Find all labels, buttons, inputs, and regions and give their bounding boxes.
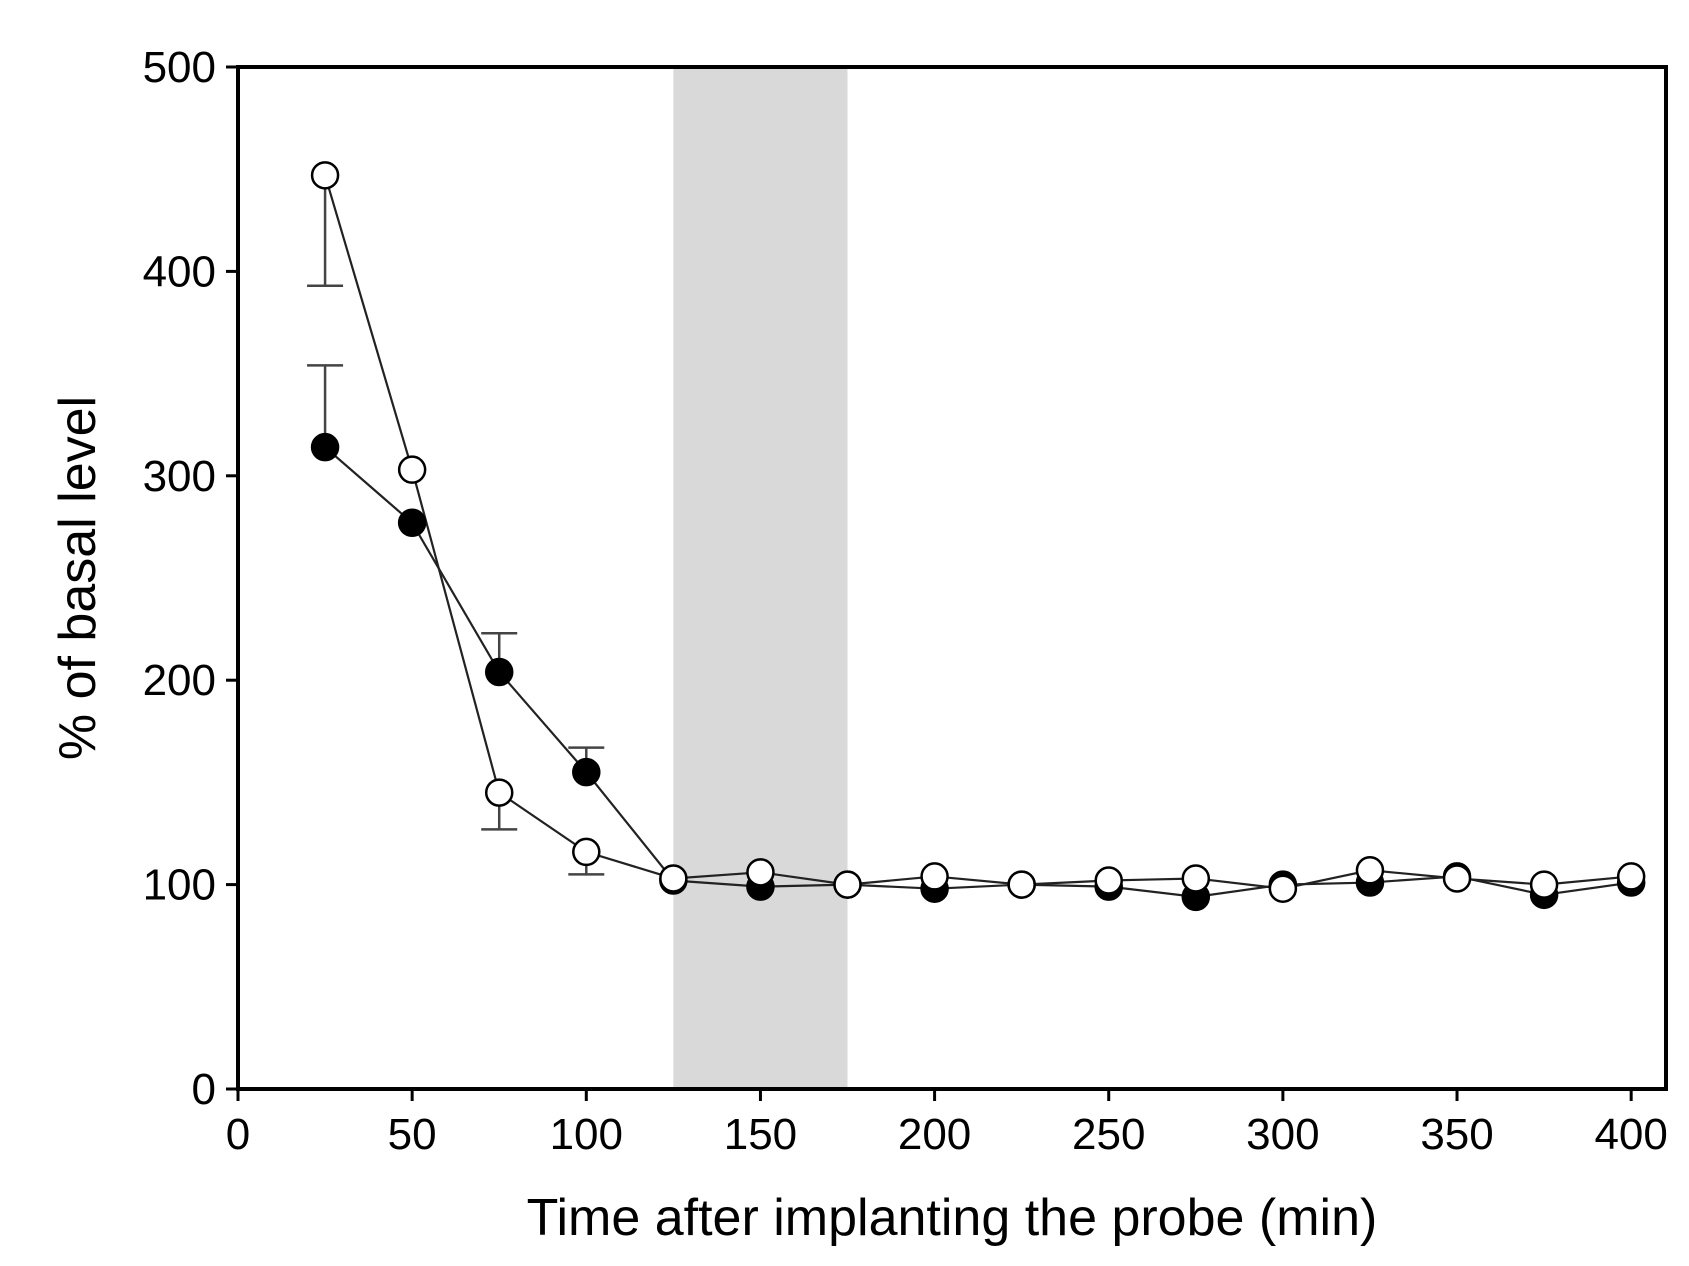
data-point-open xyxy=(1007,870,1036,899)
x-tick-label: 0 xyxy=(226,1110,250,1159)
data-point-open xyxy=(1442,864,1472,893)
series-lines-layer xyxy=(324,175,1632,898)
x-tick-label: 350 xyxy=(1420,1110,1493,1159)
x-tick-label: 400 xyxy=(1594,1110,1667,1159)
y-tick-label: 400 xyxy=(143,247,216,296)
data-point-open xyxy=(659,864,688,893)
x-tick-label: 250 xyxy=(1072,1110,1145,1159)
data-point-open xyxy=(1268,874,1298,903)
markers-layer xyxy=(310,161,1646,912)
x-tick-label: 200 xyxy=(898,1110,971,1159)
x-tick-label: 150 xyxy=(724,1110,797,1159)
data-point-filled xyxy=(397,508,427,538)
shaded-region-layer xyxy=(673,67,848,1089)
data-point-open xyxy=(1181,864,1211,893)
data-point-open xyxy=(1529,870,1559,899)
x-tick-label: 50 xyxy=(388,1110,437,1159)
data-point-open xyxy=(397,455,427,484)
series-line-open xyxy=(324,175,1632,890)
y-tick-label: 500 xyxy=(143,43,216,92)
series-line-filled xyxy=(324,446,1632,898)
data-point-open xyxy=(833,870,862,899)
data-point-open xyxy=(572,837,601,867)
data-point-open xyxy=(1094,866,1123,895)
data-point-filled xyxy=(310,432,340,462)
plot-frame xyxy=(236,65,1668,1091)
data-point-filled xyxy=(572,757,601,787)
ticks-layer: 0 50 100 150 200 250 300 350 400 0 100 200 300 400 500 xyxy=(143,43,1668,1159)
error-bars-layer xyxy=(307,175,605,876)
y-tick-label: 0 xyxy=(192,1065,216,1114)
y-tick-label: 300 xyxy=(143,452,216,501)
shaded-region xyxy=(673,67,848,1089)
data-point-open xyxy=(310,161,340,190)
y-tick-label: 100 xyxy=(143,861,216,910)
data-point-open xyxy=(1616,862,1646,891)
data-point-open xyxy=(1355,856,1385,885)
y-axis-title: % of basal level xyxy=(49,396,107,760)
x-tick-label: 300 xyxy=(1246,1110,1319,1159)
data-point-open xyxy=(746,858,775,887)
data-point-open xyxy=(484,778,514,807)
data-point-open xyxy=(920,862,949,891)
x-axis-title: Time after implanting the probe (min) xyxy=(527,1189,1378,1247)
y-tick-label: 200 xyxy=(143,656,216,705)
x-tick-label: 100 xyxy=(550,1110,623,1159)
data-point-filled xyxy=(484,657,514,687)
